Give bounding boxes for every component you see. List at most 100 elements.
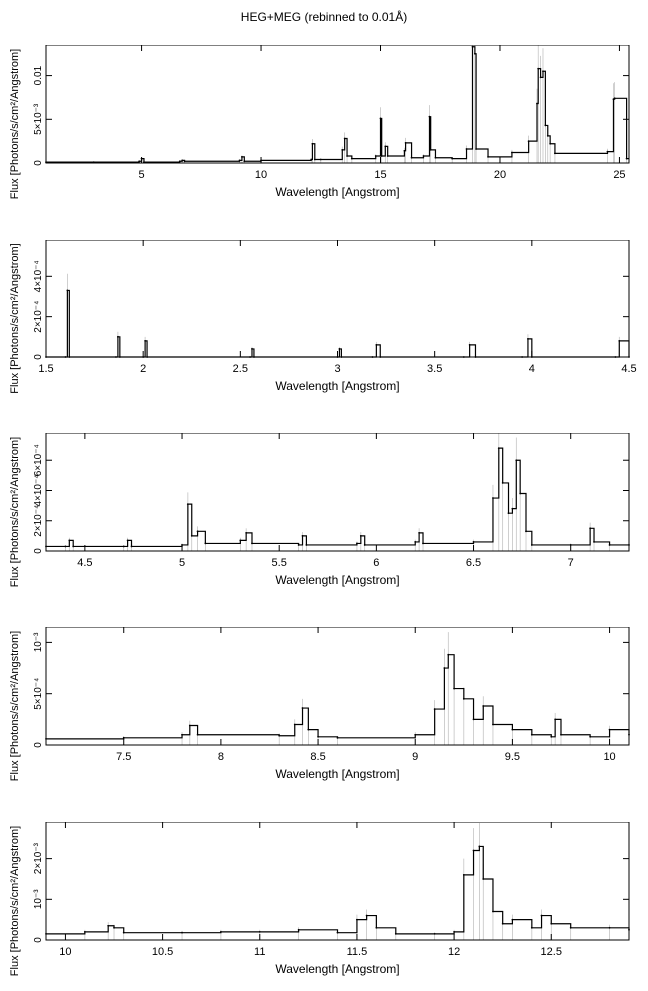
y-tick-label: 5×10⁻⁴ (33, 678, 44, 710)
data-point (341, 148, 344, 151)
y-tick-label: 0 (33, 160, 44, 166)
data-point (453, 687, 455, 690)
data-point (447, 653, 450, 656)
data-point (482, 878, 485, 880)
data-point (319, 158, 322, 161)
y-tick-label: 4×10⁻⁴ (33, 474, 44, 506)
data-point (530, 926, 533, 929)
data-point (245, 531, 248, 534)
data-point (251, 542, 253, 545)
plot-frame (45, 45, 630, 164)
data-point (375, 343, 378, 346)
data-point (293, 723, 296, 726)
x-tick-label: 12 (448, 946, 460, 958)
data-point (554, 152, 556, 155)
y-axis-label: Flux [Photons/s/cm²/Angstrom] (9, 631, 21, 781)
x-tick-label: 8.5 (310, 751, 325, 763)
y-tick-label: 10⁻³ (33, 889, 44, 909)
data-point (492, 910, 494, 913)
data-point (181, 931, 183, 934)
plot-frame (45, 822, 630, 941)
data-point (356, 542, 358, 545)
x-tick-label: 10 (59, 946, 71, 958)
chart-panel-4: 7.5 8 8.5 9 9.5 10 0 5×10⁻⁴ 10⁻³ Wavelength [Angs… (9, 627, 630, 781)
data-point (338, 348, 341, 350)
y-tick-label: 2×10⁻⁴ (33, 301, 44, 333)
data-point (625, 157, 628, 160)
data-point (204, 542, 207, 545)
data-point (307, 728, 310, 731)
data-point (374, 155, 377, 157)
data-point (183, 160, 186, 163)
x-tick-label: 5 (179, 557, 185, 569)
x-axis-label: Wavelength [Angstrom] (275, 962, 399, 976)
x-tick-label: 20 (494, 169, 506, 181)
data-point (178, 160, 181, 163)
data-point (394, 932, 397, 935)
data-point (530, 544, 533, 546)
x-tick-label: 4.5 (621, 363, 636, 375)
data-point (196, 530, 199, 533)
data-point (83, 930, 86, 933)
y-axis-label: Flux [Photons/s/cm²/Angstrom] (9, 243, 21, 393)
data-point (380, 155, 383, 157)
data-point (539, 76, 542, 79)
x-tick-label: 2.5 (233, 363, 248, 375)
data-point (472, 541, 475, 543)
data-point (473, 52, 476, 55)
data-point (451, 157, 454, 160)
data-point (542, 70, 544, 73)
data-point (196, 733, 199, 736)
data-point (422, 155, 425, 157)
data-point (122, 931, 125, 934)
y-tick-label: 2×10⁻⁴ (33, 505, 44, 537)
x-tick-label: 7 (568, 557, 574, 569)
x-tick-label: 6.5 (466, 557, 481, 569)
data-point (403, 149, 406, 152)
data-point (501, 482, 504, 484)
data-point (527, 140, 530, 143)
data-point (301, 534, 304, 537)
x-axis-label: Wavelength [Angstrom] (275, 573, 399, 587)
data-point (181, 159, 184, 162)
data-point (64, 545, 67, 548)
x-tick-label: 11.5 (347, 946, 368, 958)
x-tick-label: 9.5 (505, 751, 520, 763)
x-axis-label: Wavelength [Angstrom] (275, 185, 399, 199)
x-tick-label: 1.5 (38, 363, 53, 375)
data-point (317, 735, 319, 738)
spectrum-series (46, 46, 629, 163)
data-point (546, 135, 549, 137)
data-point (511, 151, 513, 154)
data-point (311, 142, 314, 145)
x-tick-label: 10 (603, 751, 615, 763)
y-tick-label: 10⁻³ (33, 632, 44, 652)
x-tick-label: 8 (218, 751, 224, 763)
data-point (258, 930, 261, 933)
data-point (66, 289, 69, 292)
data-point (550, 735, 553, 738)
data-point (511, 918, 514, 921)
data-point (418, 531, 421, 534)
data-point (384, 145, 387, 148)
data-point (220, 930, 222, 933)
data-point (507, 512, 510, 515)
data-point (181, 733, 183, 736)
x-tick-label: 4 (529, 363, 535, 375)
plot-frame (45, 433, 630, 552)
data-point (433, 708, 436, 710)
y-tick-label: 0 (33, 937, 44, 943)
x-tick-label: 7.5 (116, 751, 131, 763)
plot-frame (45, 627, 630, 746)
data-point (278, 734, 281, 737)
data-point (113, 926, 115, 929)
x-tick-label: 2 (140, 363, 146, 375)
data-point (297, 544, 300, 546)
data-point (554, 718, 557, 721)
data-point (515, 459, 518, 462)
data-point (241, 155, 243, 158)
data-point (550, 922, 553, 925)
data-point (549, 142, 552, 145)
data-point (492, 497, 494, 499)
chart-panel-3: 4.5 5 5.5 6 6.5 7 0 2×10⁻⁴4×10⁻⁴6×10⁻⁴ Wavelengt… (9, 433, 630, 587)
